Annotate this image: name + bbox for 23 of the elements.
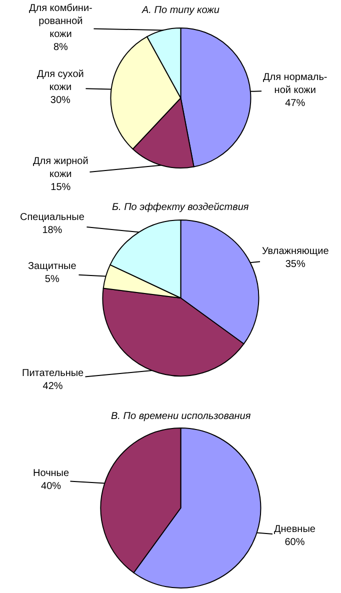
- slice-label: Увлажняющие: [262, 246, 330, 257]
- data-label: 47%: [285, 98, 306, 109]
- data-label: 18%: [42, 225, 62, 236]
- slice-label: Для нормаль- ной кожи: [263, 72, 328, 96]
- data-label: 5%: [44, 274, 60, 285]
- data-label: 42%: [42, 381, 63, 392]
- slice-label: Специальные: [20, 212, 85, 223]
- data-label: 8%: [53, 42, 68, 53]
- chart-title: Б. По эффекту воздействия: [112, 202, 250, 213]
- chart-title: В. По времени использования: [111, 411, 252, 422]
- data-label: 60%: [284, 537, 305, 548]
- slice-label: Ночные: [33, 468, 70, 479]
- chart-title: А. По типу кожи: [141, 5, 220, 16]
- slice-label: Питательные: [22, 368, 84, 379]
- slice-label: Дневные: [274, 524, 316, 535]
- slice-label: Для жирной кожи: [33, 156, 88, 180]
- data-label: 35%: [285, 259, 306, 270]
- slice-label: Для сухой кожи: [37, 69, 84, 93]
- data-label: 15%: [50, 182, 71, 193]
- data-label: 30%: [50, 95, 71, 106]
- data-label: 40%: [41, 481, 62, 492]
- slice-label: Для комбини- рованной кожи: [29, 3, 92, 40]
- slice-label: Защитные: [28, 261, 77, 272]
